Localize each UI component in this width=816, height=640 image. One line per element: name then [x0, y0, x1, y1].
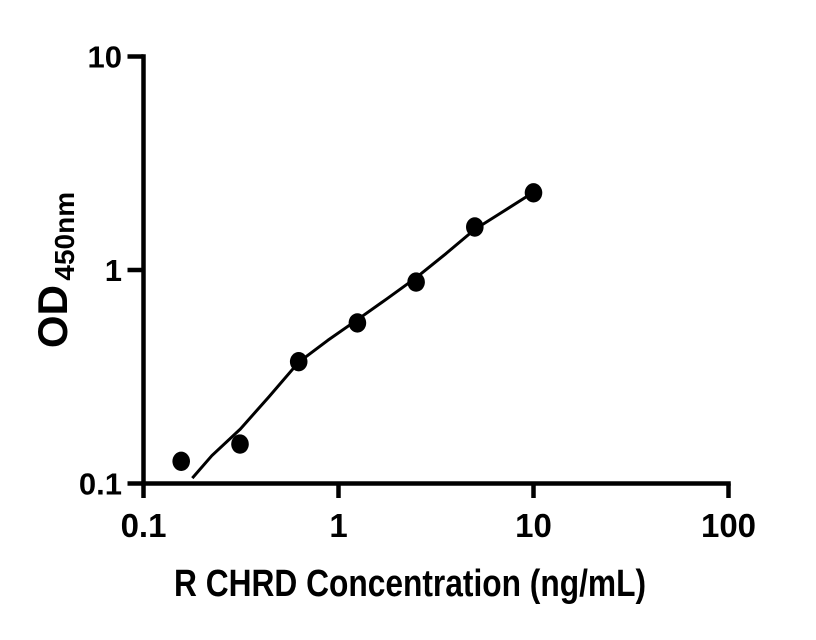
- x-tick-label: 100: [701, 507, 756, 544]
- data-points-group: [172, 183, 543, 471]
- y-tick-label: 10: [88, 40, 122, 75]
- y-axis-title: OD 450nm: [29, 192, 80, 348]
- data-point: [289, 352, 308, 372]
- y-tick-label: 1: [105, 253, 122, 288]
- x-tick-label: 10: [515, 507, 552, 544]
- data-point: [348, 313, 367, 333]
- x-axis-ticks: [141, 483, 731, 498]
- data-point: [231, 434, 249, 454]
- x-tick-labels: 0.1 1 10 100: [121, 507, 756, 544]
- y-axis-ticks: [127, 54, 144, 486]
- x-tick-label: 0.1: [121, 507, 167, 544]
- data-point: [466, 217, 484, 237]
- axes-group: [127, 54, 731, 498]
- y-tick-labels: 0.1 1 10: [79, 40, 122, 502]
- data-point: [172, 451, 190, 471]
- y-axis-title-main: OD: [29, 285, 76, 348]
- x-tick-label: 1: [329, 507, 347, 544]
- y-axis-title-subscript: 450nm: [49, 192, 80, 281]
- x-axis-title: R CHRD Concentration (ng/mL): [174, 563, 646, 605]
- data-point: [407, 272, 425, 292]
- data-point: [524, 183, 543, 203]
- y-tick-label: 0.1: [79, 467, 122, 502]
